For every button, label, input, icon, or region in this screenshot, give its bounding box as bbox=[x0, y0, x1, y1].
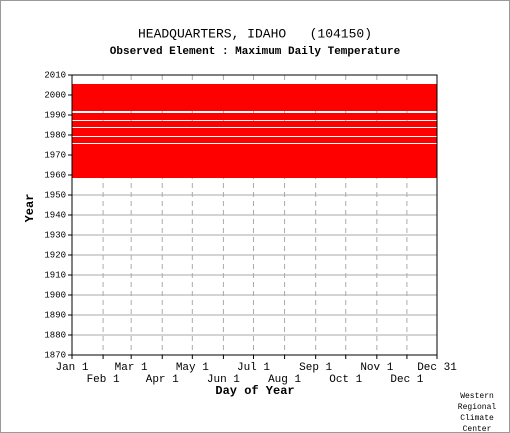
y-tick-label: 1880 bbox=[44, 330, 66, 340]
x-tick-label: Sep 1 bbox=[299, 362, 332, 374]
x-tick-label: Apr 1 bbox=[146, 374, 179, 386]
y-tick-label: 1890 bbox=[44, 310, 66, 320]
y-tick-label: 1920 bbox=[44, 250, 66, 260]
y-tick-label: 1960 bbox=[44, 170, 66, 180]
x-tick-label: Jul 1 bbox=[237, 362, 270, 374]
x-tick-label: Jan 1 bbox=[55, 362, 88, 374]
y-tick-label: 1990 bbox=[44, 110, 66, 120]
data-block bbox=[72, 113, 437, 120]
x-tick-label: Aug 1 bbox=[268, 374, 301, 386]
x-axis-label: Day of Year bbox=[215, 384, 294, 398]
x-tick-label: Dec 31 bbox=[417, 362, 457, 374]
x-tick-label: Jun 1 bbox=[207, 374, 240, 386]
x-tick-label: Dec 1 bbox=[390, 374, 423, 386]
plot-border bbox=[71, 74, 438, 356]
footer-text: Regional bbox=[458, 403, 497, 412]
y-tick-label: 1910 bbox=[44, 270, 66, 280]
y-tick-label: 1980 bbox=[44, 130, 66, 140]
y-tick-label: 1940 bbox=[44, 210, 66, 220]
data-block bbox=[72, 128, 437, 136]
y-tick-label: 1870 bbox=[44, 350, 66, 360]
x-tick-label: Nov 1 bbox=[360, 362, 393, 374]
x-tick-label: Mar 1 bbox=[115, 362, 148, 374]
y-tick-label: 1950 bbox=[44, 190, 66, 200]
x-tick-label: May 1 bbox=[176, 362, 209, 374]
y-tick-label: 2000 bbox=[44, 90, 66, 100]
y-tick-label: 1930 bbox=[44, 230, 66, 240]
footer-text: Western bbox=[460, 392, 494, 401]
x-tick-label: Oct 1 bbox=[329, 374, 362, 386]
y-tick-label: 1900 bbox=[44, 290, 66, 300]
data-block bbox=[72, 144, 437, 178]
chart-subtitle: Observed Element : Maximum Daily Tempera… bbox=[110, 46, 401, 58]
chart-title: HEADQUARTERS, IDAHO (104150) bbox=[138, 26, 372, 41]
footer-text: Climate bbox=[460, 414, 494, 423]
footer-text: Center bbox=[463, 425, 492, 433]
data-block bbox=[72, 84, 437, 111]
data-block bbox=[72, 121, 437, 127]
data-block bbox=[72, 137, 437, 143]
y-tick-label: 1970 bbox=[44, 150, 66, 160]
x-tick-label: Feb 1 bbox=[87, 374, 120, 386]
y-axis-label: Year bbox=[23, 194, 37, 223]
y-tick-label: 2010 bbox=[44, 70, 66, 80]
